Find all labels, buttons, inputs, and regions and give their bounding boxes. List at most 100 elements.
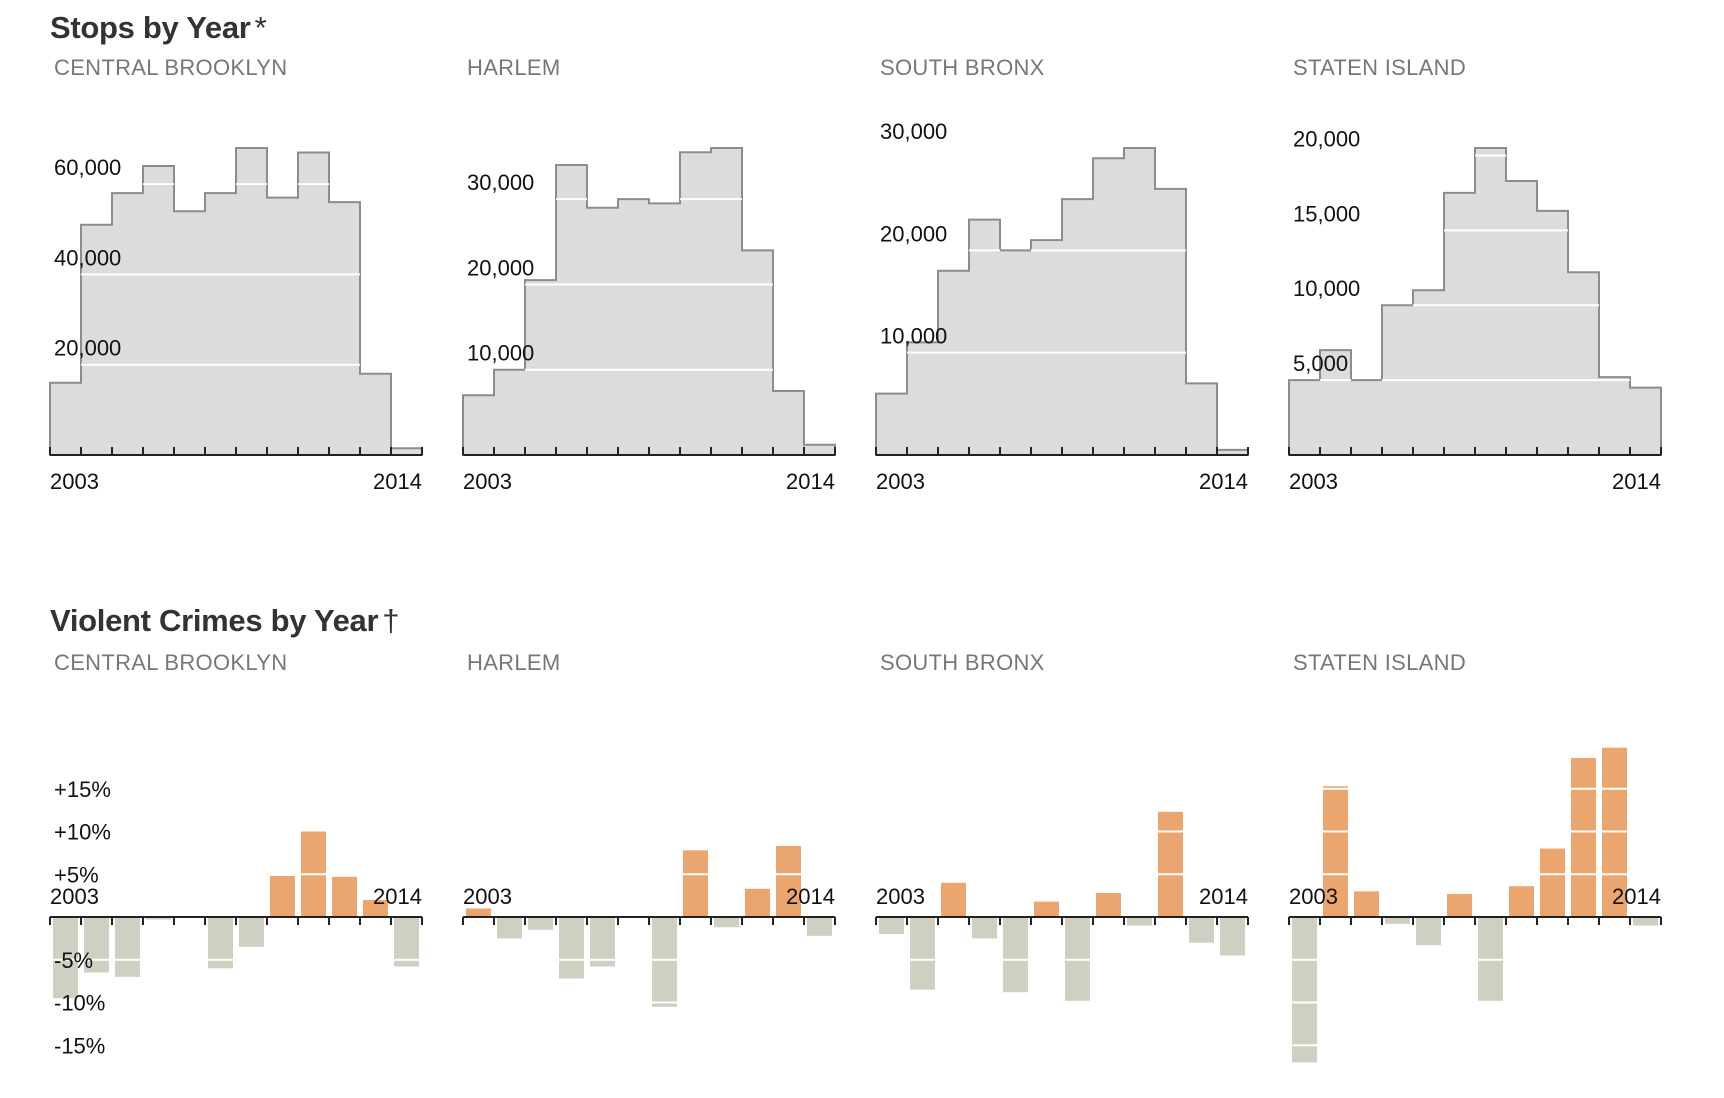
- crime-bar-2003: [1292, 917, 1317, 1063]
- stops-step-2010: [267, 198, 298, 455]
- stops-step-2006: [969, 220, 1000, 455]
- stops-footnote-mark: *: [254, 10, 267, 45]
- stops-step-2007: [1413, 290, 1444, 455]
- x-tick-label-end: 2014: [1199, 469, 1248, 494]
- y-tick-label: +10%: [54, 820, 111, 845]
- crimes-section-title: Violent Crimes by Year †: [50, 603, 400, 639]
- y-tick-label: 40,000: [54, 245, 121, 270]
- y-tick-label: 15,000: [1293, 201, 1360, 226]
- region-label: SOUTH BRONX: [880, 650, 1045, 675]
- x-tick-label-start: 2003: [50, 469, 99, 494]
- y-tick-label: 20,000: [1293, 126, 1360, 151]
- stops-step-2003: [463, 395, 494, 455]
- region-label: STATEN ISLAND: [1293, 650, 1466, 675]
- stops-step-2009: [649, 203, 680, 455]
- stops-step-2004: [494, 370, 525, 455]
- stops-step-2014: [391, 448, 422, 455]
- crimes-panel: HARLEM 2003 2014: [462, 650, 836, 1007]
- crimes-footnote-mark: †: [382, 603, 400, 638]
- stops-step-2008: [205, 193, 236, 455]
- crime-bar-2007: [1416, 917, 1441, 946]
- stops-panel: CENTRAL BROOKLYN 20,000 40,000 60,000 2003 20…: [49, 55, 423, 494]
- crime-bar-2006: [1385, 917, 1410, 924]
- region-label: CENTRAL BROOKLYN: [54, 55, 287, 80]
- x-tick-label-start: 2003: [1289, 884, 1338, 909]
- x-tick-label-start: 2003: [50, 884, 99, 909]
- stops-step-2010: [1506, 181, 1537, 455]
- stops-step-2005: [938, 271, 969, 455]
- stops-step-2008: [1444, 193, 1475, 455]
- x-tick-label-start: 2003: [463, 469, 512, 494]
- y-tick-label: 10,000: [467, 341, 534, 366]
- crime-bar-2013: [1189, 917, 1214, 943]
- y-tick-label: +5%: [54, 862, 99, 887]
- crime-bar-2009: [652, 917, 677, 1007]
- stops-step-2003: [876, 394, 907, 455]
- stops-step-2013: [360, 374, 391, 455]
- crime-bar-2012: [1571, 757, 1596, 917]
- crime-bar-2012: [745, 888, 770, 917]
- crime-bar-2008: [1034, 901, 1059, 917]
- stops-step-2012: [329, 202, 360, 455]
- stops-step-2005: [1351, 380, 1382, 455]
- crime-bar-2007: [590, 917, 615, 967]
- stops-area: [462, 147, 836, 456]
- x-tick-label-end: 2014: [786, 469, 835, 494]
- crime-bar-2009: [239, 917, 264, 947]
- stops-step-2009: [1475, 148, 1506, 455]
- x-tick-label-start: 2003: [876, 884, 925, 909]
- stops-section-title: Stops by Year *: [50, 10, 267, 46]
- stops-step-2013: [773, 391, 804, 455]
- crimes-panel: CENTRAL BROOKLYN -15% -10% -5% +5% +10% +15% 20…: [49, 650, 423, 1058]
- crime-bar-2005: [115, 917, 140, 977]
- stops-step-2005: [525, 280, 556, 455]
- crime-bar-2011: [714, 917, 739, 928]
- stops-step-2008: [1031, 240, 1062, 455]
- x-tick-label-end: 2014: [1199, 884, 1248, 909]
- stops-panel: SOUTH BRONX 10,000 20,000 30,000 2003 2014: [875, 55, 1249, 494]
- y-tick-label: 10,000: [1293, 276, 1360, 301]
- stops-step-2010: [680, 152, 711, 455]
- stops-step-2012: [1155, 189, 1186, 455]
- stops-step-2009: [1062, 199, 1093, 455]
- stops-step-2007: [587, 208, 618, 455]
- crime-bar-2003: [879, 917, 904, 935]
- stops-step-2005: [112, 193, 143, 455]
- y-tick-label: 20,000: [467, 255, 534, 280]
- crime-bar-2004: [84, 917, 109, 973]
- stops-step-2003: [50, 383, 81, 455]
- crime-bar-2004: [910, 917, 935, 990]
- crime-bar-2012: [1158, 811, 1183, 917]
- stops-step-2006: [556, 165, 587, 455]
- y-tick-label: 30,000: [880, 119, 947, 144]
- stops-step-2004: [907, 342, 938, 455]
- crime-bar-2007: [1003, 917, 1028, 993]
- stops-panel: HARLEM 10,000 20,000 30,000 2003 2014: [462, 55, 836, 494]
- x-tick-label-end: 2014: [373, 884, 422, 909]
- crime-bar-2011: [1540, 848, 1565, 917]
- stops-panel: STATEN ISLAND 5,000 10,000 15,000 20,000 2003…: [1288, 55, 1662, 494]
- stops-area: [1288, 147, 1662, 456]
- crime-bar-2004: [497, 917, 522, 939]
- crime-bar-2010: [1096, 893, 1121, 917]
- crime-bar-2003: [466, 908, 491, 917]
- x-tick-label-end: 2014: [786, 884, 835, 909]
- crime-bar-2010: [270, 875, 295, 917]
- x-tick-label-start: 2003: [1289, 469, 1338, 494]
- stops-area: [49, 147, 423, 456]
- stops-step-2010: [1093, 158, 1124, 455]
- y-tick-label: 10,000: [880, 324, 947, 349]
- crime-bar-2006: [972, 917, 997, 939]
- crime-bar-2011: [1127, 917, 1152, 926]
- y-tick-label: +15%: [54, 777, 111, 802]
- stops-step-2011: [711, 148, 742, 455]
- stops-step-2003: [1289, 380, 1320, 455]
- crime-bar-2006: [559, 917, 584, 979]
- crime-bar-2014: [1220, 917, 1245, 956]
- crime-bar-2003: [53, 917, 78, 999]
- stops-step-2013: [1599, 377, 1630, 455]
- stops-step-2007: [174, 211, 205, 455]
- crime-bar-2006: [146, 917, 171, 920]
- crime-bar-2014: [1633, 917, 1658, 926]
